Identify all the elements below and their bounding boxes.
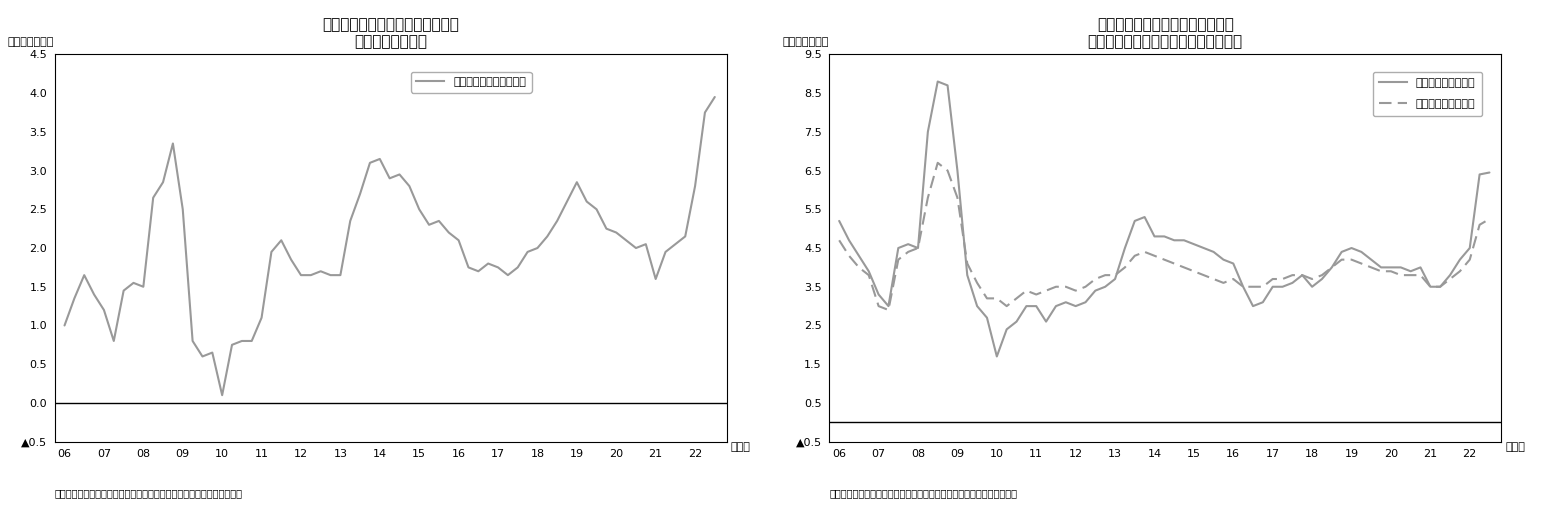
Text: （前年比、％）: （前年比、％） [783,37,829,46]
Text: （出所）日本銀行「生活意識に関するアンケート調査」（注）平均値。: （出所）日本銀行「生活意識に関するアンケート調査」（注）平均値。 [829,488,1017,498]
Text: （年）: （年） [1506,442,1526,452]
Legend: １年後の物価の予想, ５年後の物価の予想: １年後の物価の予想, ５年後の物価の予想 [1373,72,1482,116]
Text: （出所）内閣府「消費動向調査」（注）総世帯、原数値。加重平均値。: （出所）内閣府「消費動向調査」（注）総世帯、原数値。加重平均値。 [54,488,242,498]
Text: （前年比、％）: （前年比、％） [8,37,54,46]
Title: 消費者の１年後の予想インフレ率
（生活意識に関するアンケート調査）: 消費者の１年後の予想インフレ率 （生活意識に関するアンケート調査） [1088,17,1244,49]
Title: 消費者の１年後の予想インフレ率
（消費動向調査）: 消費者の１年後の予想インフレ率 （消費動向調査） [322,17,459,49]
Text: （年）: （年） [730,442,750,452]
Legend: １年後の予想物価上昇率: １年後の予想物価上昇率 [411,72,532,93]
